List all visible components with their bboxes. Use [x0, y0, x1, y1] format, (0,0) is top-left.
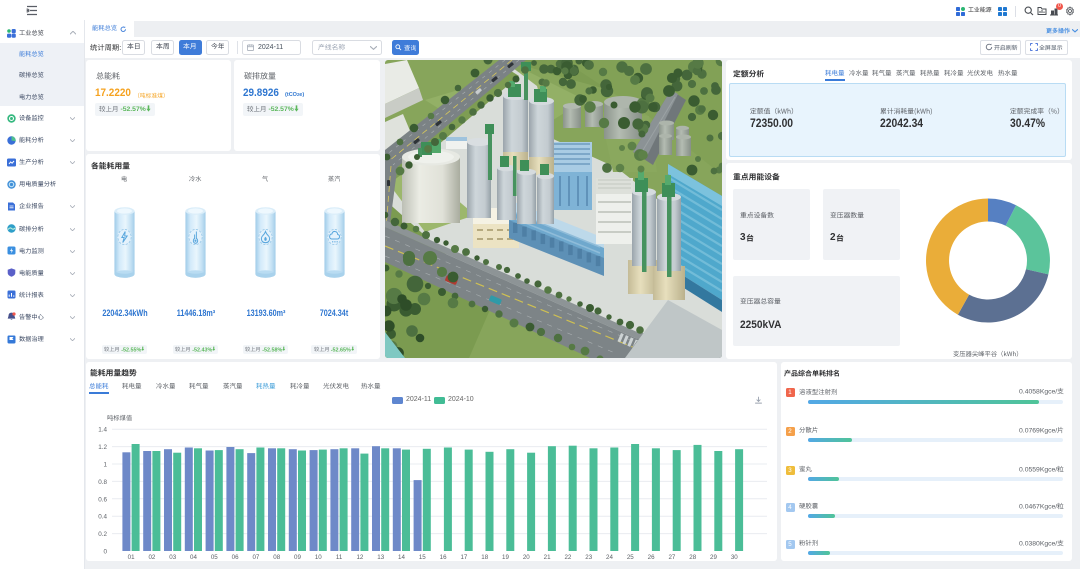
- svg-text:19: 19: [502, 554, 509, 561]
- svg-text:15: 15: [419, 554, 426, 561]
- svg-text:21: 21: [544, 554, 551, 561]
- svg-text:24: 24: [606, 554, 613, 561]
- svg-text:29: 29: [710, 554, 717, 561]
- svg-text:16: 16: [440, 554, 447, 561]
- svg-text:23: 23: [585, 554, 592, 561]
- svg-text:12: 12: [356, 554, 363, 561]
- svg-text:10: 10: [315, 554, 322, 561]
- svg-text:1.4: 1.4: [98, 427, 107, 434]
- svg-text:30: 30: [731, 554, 738, 561]
- svg-text:0.4: 0.4: [98, 514, 107, 521]
- svg-text:1: 1: [103, 462, 107, 469]
- svg-text:04: 04: [190, 554, 197, 561]
- svg-text:28: 28: [689, 554, 696, 561]
- svg-text:27: 27: [668, 554, 675, 561]
- svg-text:22: 22: [564, 554, 571, 561]
- svg-text:09: 09: [294, 554, 301, 561]
- svg-text:26: 26: [648, 554, 655, 561]
- svg-text:1.2: 1.2: [98, 444, 107, 451]
- svg-text:03: 03: [169, 554, 176, 561]
- svg-text:02: 02: [148, 554, 155, 561]
- svg-text:11: 11: [336, 554, 343, 561]
- svg-text:0.8: 0.8: [98, 479, 107, 486]
- svg-text:13: 13: [377, 554, 384, 561]
- svg-text:0.6: 0.6: [98, 496, 107, 503]
- svg-text:17: 17: [460, 554, 467, 561]
- svg-text:01: 01: [128, 554, 135, 561]
- svg-text:20: 20: [523, 554, 530, 561]
- svg-text:06: 06: [232, 554, 239, 561]
- svg-text:08: 08: [273, 554, 280, 561]
- svg-text:25: 25: [627, 554, 634, 561]
- svg-text:05: 05: [211, 554, 218, 561]
- svg-text:18: 18: [481, 554, 488, 561]
- svg-text:14: 14: [398, 554, 405, 561]
- svg-text:0: 0: [103, 549, 107, 556]
- svg-text:0.2: 0.2: [98, 531, 107, 538]
- svg-text:07: 07: [252, 554, 259, 561]
